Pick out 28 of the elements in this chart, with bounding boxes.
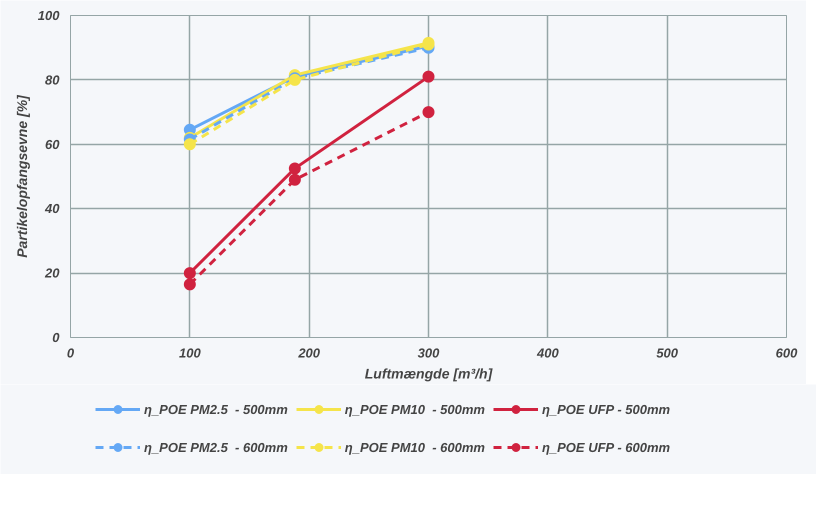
x-tick-label: 100 [178,346,202,360]
point [184,267,196,280]
y-tick-label: 20 [44,266,60,281]
point [422,106,434,118]
legend-label: η_POE PM2.5 - 500mm [144,402,288,416]
y-tick-label: 40 [44,201,60,216]
y-tick-label: 100 [38,8,60,23]
point [288,162,301,174]
y-tick-label: 60 [45,136,60,152]
x-tick-label: 300 [418,346,440,360]
point [422,70,434,83]
y-axis-title: Partikelopfangsevne [%] [14,94,30,258]
legend-label: η_POE UFP - 500mm [542,402,670,416]
x-tick-label: 200 [297,346,321,360]
legend-label: η_POE PM10 - 500mm [344,402,485,416]
x-tick-label: 500 [656,346,679,360]
x-axis-title: Luftmængde [m³/h] [364,366,494,382]
x-tick-label: 600 [776,346,798,360]
x-tick-label: 400 [536,346,560,360]
y-tick-label: 0 [52,330,60,345]
point [184,278,196,290]
x-tick-label: 0 [66,346,75,360]
legend-label: η_POE PM2.5 - 600mm [144,440,288,454]
y-tick-label: 80 [45,72,60,88]
legend-label: η_POE UFP - 600mm [542,440,670,454]
legend-label: η_POE PM10 - 600mm [344,440,485,454]
point [184,138,196,150]
point [288,174,301,186]
